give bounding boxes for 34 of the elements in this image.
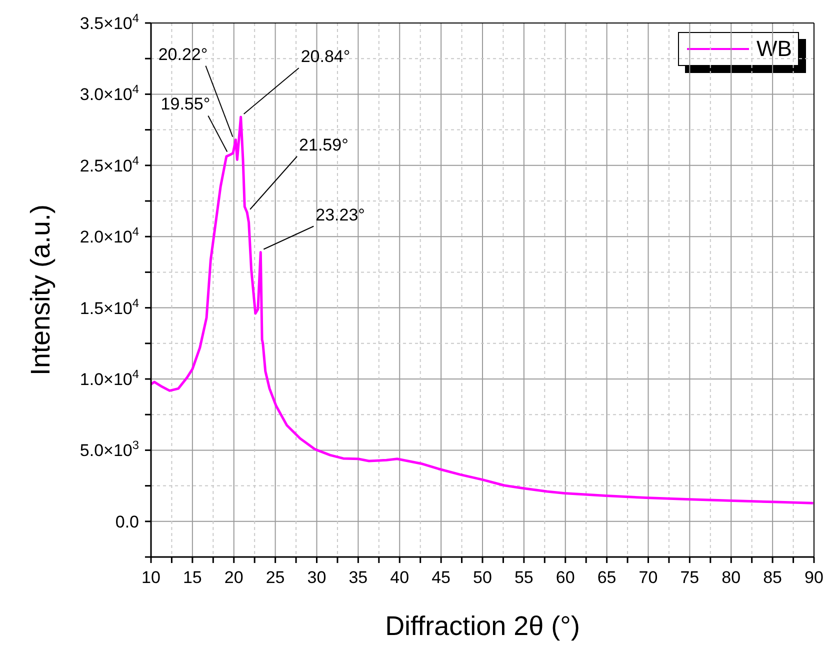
annotation: 20.84° — [300, 46, 350, 66]
y-tick-label: 1.5×10$^{4}$ — [80, 296, 140, 318]
annotation: 23.23° — [316, 205, 365, 224]
annotation: 20.22° — [158, 44, 208, 64]
y-tick-label: 2.0×10$^{4}$ — [80, 224, 140, 247]
x-tick-label: 60 — [556, 568, 575, 587]
y-tick-label: 2.5×10$^{4}$ — [80, 153, 140, 176]
x-tick-label: 45 — [432, 568, 451, 587]
y-tick-label: 3.5×10$^{4}$ — [80, 11, 140, 33]
x-tick-label: 55 — [514, 568, 534, 587]
x-tick-label: 15 — [182, 568, 202, 587]
x-tick-label: 90 — [804, 568, 824, 587]
y-tick-label: 0.0 — [115, 512, 139, 532]
x-tick-label: 75 — [680, 568, 700, 587]
legend-label: WB — [756, 36, 792, 62]
x-tick-label: 50 — [473, 568, 492, 587]
x-tick-label: 65 — [597, 568, 616, 587]
y-axis-title: Intensity (a.u.) — [26, 204, 56, 376]
x-tick-label: 85 — [763, 568, 782, 587]
y-tick-label: 1.0×10$^{4}$ — [80, 367, 140, 389]
x-tick-label: 30 — [307, 568, 326, 587]
line-series — [151, 116, 814, 504]
x-tick-label: 40 — [390, 568, 410, 587]
annotation: 21.59° — [299, 135, 348, 154]
x-tick-label: 80 — [722, 568, 741, 587]
x-tick-label: 35 — [348, 568, 368, 587]
x-tick-label: 25 — [266, 568, 285, 587]
y-tick-label: 5.0×10$^{3}$ — [80, 438, 140, 460]
annotation: 19.55° — [160, 94, 210, 114]
x-tick-label: 70 — [638, 568, 658, 587]
x-tick-label: 20 — [224, 568, 244, 587]
y-tick-label: 3.0×10$^{4}$ — [80, 82, 140, 104]
x-tick-label: 10 — [142, 568, 160, 587]
x-axis-title: Diffraction 2θ (°) — [385, 611, 580, 642]
